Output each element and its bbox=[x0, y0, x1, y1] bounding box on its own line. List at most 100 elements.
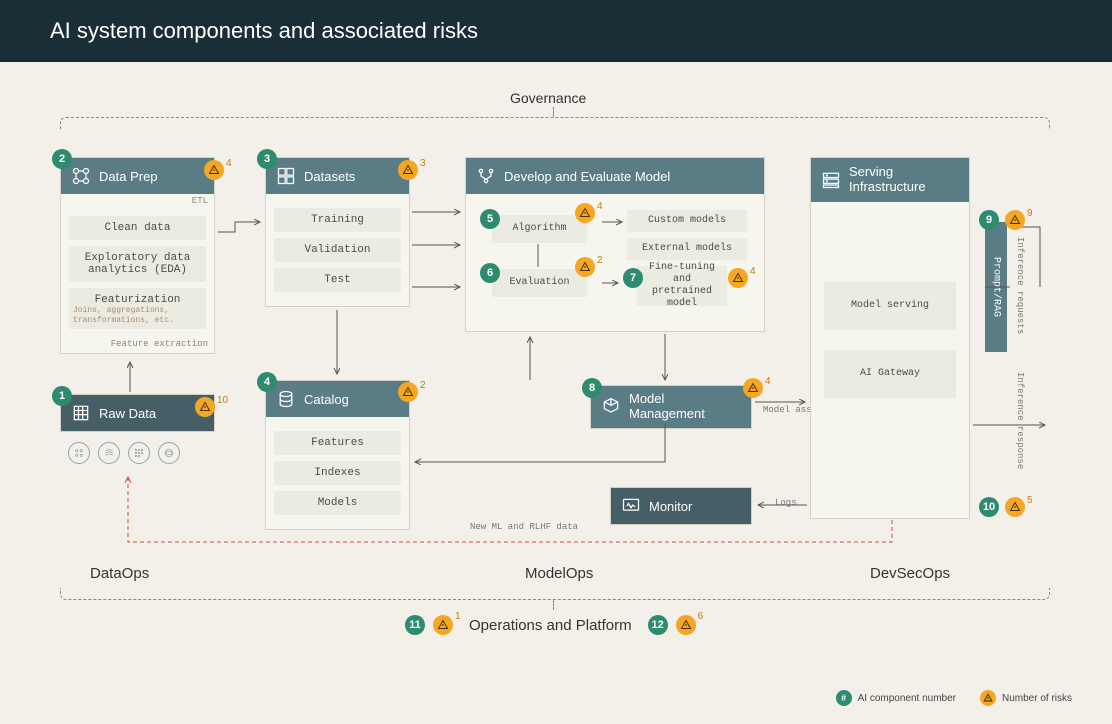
risk-catalog bbox=[398, 382, 418, 402]
badge-1: 1 bbox=[52, 386, 72, 406]
risk-count-data-prep: 4 bbox=[226, 158, 232, 169]
badge-10: 10 bbox=[979, 497, 999, 517]
catalog-header: Catalog bbox=[266, 381, 409, 417]
source-icon-1 bbox=[68, 442, 90, 464]
dev-eval-label: Develop and Evaluate Model bbox=[504, 169, 670, 184]
ai-gateway-box: AI Gateway bbox=[824, 350, 956, 398]
raw-data-label: Raw Data bbox=[99, 406, 156, 421]
risk-count-algorithm: 4 bbox=[597, 201, 603, 212]
badge-8: 8 bbox=[582, 378, 602, 398]
risk-count-datasets: 3 bbox=[420, 158, 426, 169]
raw-data-icon bbox=[71, 403, 91, 423]
external-models-box: External models bbox=[627, 238, 747, 260]
source-icon-2 bbox=[98, 442, 120, 464]
source-icon-3 bbox=[128, 442, 150, 464]
risk-prompt-rag bbox=[1005, 210, 1025, 230]
data-prep-header: Data Prep bbox=[61, 158, 214, 194]
monitor-card: Monitor bbox=[610, 487, 752, 525]
dev-eval-icon bbox=[476, 166, 496, 186]
ops-tick bbox=[553, 600, 554, 610]
risk-datasets bbox=[398, 160, 418, 180]
model-mgmt-label: Model Management bbox=[629, 392, 741, 422]
source-icon-4 bbox=[158, 442, 180, 464]
model-mgmt-card: Model Management bbox=[590, 385, 752, 429]
eda-pill: Exploratory data analytics (EDA) bbox=[69, 246, 206, 282]
risk-count-prompt-rag: 9 bbox=[1027, 208, 1033, 219]
badge-11: 11 bbox=[405, 615, 425, 635]
serving-card: Serving Infrastructure bbox=[810, 157, 970, 519]
monitor-header: Monitor bbox=[611, 488, 751, 524]
risk-count-catalog: 2 bbox=[420, 380, 426, 391]
dataops-label: DataOps bbox=[90, 565, 149, 582]
monitor-label: Monitor bbox=[649, 499, 692, 514]
monitor-icon bbox=[621, 496, 641, 516]
data-prep-icon bbox=[71, 166, 91, 186]
inference-requests-label: Inference requests bbox=[1015, 237, 1025, 334]
clean-data-pill: Clean data bbox=[69, 216, 206, 240]
logs-label: Logs bbox=[775, 498, 797, 508]
catalog-label: Catalog bbox=[304, 392, 349, 407]
risk-count-ops-2: 6 bbox=[698, 611, 704, 622]
risk-raw-data bbox=[195, 397, 215, 417]
risk-algorithm bbox=[575, 203, 595, 223]
risk-data-prep bbox=[204, 160, 224, 180]
page-title: AI system components and associated risk… bbox=[0, 0, 1112, 62]
badge-5: 5 bbox=[480, 209, 500, 229]
featurization-pill: Featurization bbox=[69, 288, 206, 308]
feedback-label: New ML and RLHF data bbox=[470, 522, 578, 532]
risk-count-inference-resp: 5 bbox=[1027, 495, 1033, 506]
data-prep-label: Data Prep bbox=[99, 169, 158, 184]
legend-component-badge: # bbox=[836, 690, 852, 706]
algorithm-box: Algorithm bbox=[492, 215, 587, 243]
model-serving-box: Model serving bbox=[824, 282, 956, 330]
risk-ops-1 bbox=[433, 615, 453, 635]
test-pill: Test bbox=[274, 268, 401, 292]
risk-count-raw-data: 10 bbox=[217, 395, 228, 406]
datasets-label: Datasets bbox=[304, 169, 355, 184]
validation-pill: Validation bbox=[274, 238, 401, 262]
serving-header: Serving Infrastructure bbox=[811, 158, 969, 202]
etl-label: ETL bbox=[61, 194, 214, 210]
custom-models-box: Custom models bbox=[627, 210, 747, 232]
risk-count-evaluation: 2 bbox=[597, 255, 603, 266]
devsecops-label: DevSecOps bbox=[870, 565, 950, 582]
ops-platform-label: Operations and Platform bbox=[469, 617, 632, 634]
badge-12: 12 bbox=[648, 615, 668, 635]
risk-ops-2 bbox=[676, 615, 696, 635]
badge-6: 6 bbox=[480, 263, 500, 283]
model-mgmt-icon bbox=[601, 397, 621, 417]
risk-count-model-mgmt: 4 bbox=[765, 376, 771, 387]
catalog-card: Catalog Features Indexes Models bbox=[265, 380, 410, 530]
ops-platform-row: 11 1 Operations and Platform 12 6 bbox=[405, 615, 696, 635]
datasets-header: Datasets bbox=[266, 158, 409, 194]
modelops-label: ModelOps bbox=[525, 565, 593, 582]
legend-risk-label: Number of risks bbox=[1002, 693, 1072, 704]
prompt-rag-label: Prompt/RAG bbox=[991, 257, 1002, 317]
risk-count-finetune: 4 bbox=[750, 266, 756, 277]
risk-count-ops-1: 1 bbox=[455, 611, 461, 622]
raw-data-header: Raw Data bbox=[61, 395, 214, 431]
finetune-box: Fine-tuning and pretrained model bbox=[637, 266, 727, 306]
governance-label: Governance bbox=[510, 90, 586, 106]
governance-bracket bbox=[60, 117, 1050, 129]
dev-eval-header: Develop and Evaluate Model bbox=[466, 158, 764, 194]
models-pill: Models bbox=[274, 491, 401, 515]
risk-evaluation bbox=[575, 257, 595, 277]
feature-extraction-label: Feature extraction bbox=[61, 337, 214, 353]
datasets-icon bbox=[276, 166, 296, 186]
risk-inference-resp bbox=[1005, 497, 1025, 517]
serving-icon bbox=[821, 170, 841, 190]
legend-component-label: AI component number bbox=[858, 693, 956, 704]
data-prep-card: Data Prep ETL Clean data Exploratory dat… bbox=[60, 157, 215, 354]
diagram-canvas: Governance Data Prep ETL Clean data Expl… bbox=[0, 62, 1112, 716]
ops-bracket bbox=[60, 588, 1050, 600]
raw-data-card: Raw Data bbox=[60, 394, 215, 432]
badge-4: 4 bbox=[257, 372, 277, 392]
legend-risk-badge bbox=[980, 690, 996, 706]
prompt-rag-bar: Prompt/RAG bbox=[985, 222, 1007, 352]
featurization-note: Joins, aggregations, transformations, et… bbox=[69, 306, 206, 329]
indexes-pill: Indexes bbox=[274, 461, 401, 485]
risk-model-mgmt bbox=[743, 378, 763, 398]
model-mgmt-header: Model Management bbox=[591, 386, 751, 428]
badge-3: 3 bbox=[257, 149, 277, 169]
